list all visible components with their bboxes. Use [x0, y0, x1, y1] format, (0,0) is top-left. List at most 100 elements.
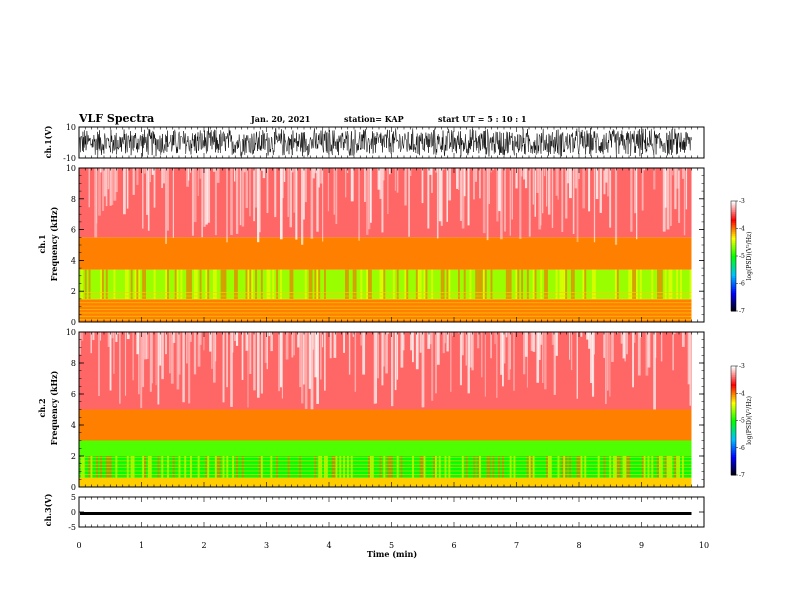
spectrogram-column: [681, 332, 685, 347]
spectrogram-column: [358, 168, 360, 241]
colorbar-step: [731, 455, 736, 458]
spectrogram-column: [662, 168, 666, 232]
y-tick-label: -10: [63, 154, 76, 163]
spectrogram-column: [643, 168, 645, 171]
colorbar-step: [731, 213, 736, 217]
spectrogram-column: [634, 168, 637, 214]
spectrogram-column: [547, 456, 550, 478]
spectrogram-column: [132, 456, 135, 478]
figure-title: VLF Spectra: [78, 112, 154, 125]
spectrogram-column: [658, 456, 661, 478]
spectrogram-column: [387, 456, 390, 478]
spectrogram-column: [473, 168, 475, 200]
y-tick-label: 0: [71, 508, 76, 517]
spectrogram-column: [174, 269, 177, 299]
colorbar-step: [731, 473, 736, 476]
spectrogram-column: [274, 168, 277, 218]
spectrogram-column: [670, 269, 673, 299]
spectrogram-column: [440, 269, 443, 299]
colorbar-step: [731, 217, 736, 220]
colorbar-step: [731, 309, 736, 312]
spectrogram-column: [113, 168, 117, 201]
spectrogram-column: [500, 168, 503, 240]
spectrogram-column: [461, 168, 465, 229]
colorbar-step: [731, 241, 736, 244]
spectrogram-column: [534, 168, 536, 217]
spectrogram-column: [142, 168, 144, 229]
colorbar-step: [731, 303, 736, 306]
colorbar-step: [731, 387, 736, 391]
colorbar-step: [731, 272, 736, 275]
spectrogram-column: [660, 269, 663, 299]
spectrogram-column: [186, 332, 188, 364]
spectrogram-column: [318, 456, 321, 478]
spectrogram-column: [310, 332, 314, 410]
spectrogram-column: [463, 168, 466, 197]
spectrogram-column: [664, 456, 667, 478]
spectrogram-column: [322, 168, 324, 242]
spectrogram-column: [368, 456, 370, 478]
spectrogram-column: [404, 269, 407, 299]
spectrogram-column: [279, 269, 282, 299]
spectrogram-column: [419, 332, 422, 353]
spectrogram-column: [546, 456, 548, 478]
spectrogram-column: [302, 332, 305, 385]
spectrogram-column: [167, 456, 169, 478]
spectrogram-column: [616, 456, 619, 478]
spectrogram-column: [614, 168, 618, 245]
spectrogram-column: [676, 168, 680, 189]
spectrogram-column: [107, 168, 110, 190]
x-tick-label: 3: [264, 541, 269, 550]
spectrogram-column: [302, 168, 305, 220]
colorbar-step: [731, 378, 736, 382]
spectrogram-column: [255, 269, 258, 299]
spectrogram-column: [312, 168, 315, 179]
colorbar-label: log(PSD)(V²/Hz): [746, 232, 753, 281]
spectrogram-column: [325, 456, 328, 478]
spectrogram-column: [299, 332, 302, 388]
spectrogram-column: [546, 269, 548, 299]
spectrogram-column: [310, 168, 314, 239]
spectrogram-column: [255, 168, 257, 208]
colorbar-step: [731, 294, 736, 297]
spectrogram-column: [335, 456, 338, 478]
y-tick-label: 0: [71, 483, 76, 492]
spectrogram-column: [389, 456, 391, 478]
spectrogram-column: [544, 332, 547, 390]
spectrogram-column: [214, 332, 217, 362]
spectrogram-column: [145, 168, 149, 215]
spectrogram-column: [387, 168, 389, 215]
spectrogram-column: [419, 456, 422, 478]
spectrogram-column: [212, 332, 216, 383]
spectrogram-column: [207, 269, 210, 299]
colorbar-step: [731, 305, 736, 308]
spectrogram-column: [320, 332, 322, 380]
spectrogram-column: [109, 332, 112, 391]
spectrogram-column: [161, 168, 163, 189]
colorbar-step: [731, 471, 736, 474]
spectrogram-column: [107, 332, 110, 348]
colorbar-step: [731, 202, 736, 206]
spectrogram-column: [232, 456, 235, 478]
spectrogram-column: [394, 168, 397, 191]
colorbar-step: [731, 283, 736, 286]
spectrogram-column: [201, 168, 203, 238]
spectrogram-column: [235, 456, 238, 478]
spectrogram-column: [205, 269, 208, 299]
spectrogram-column: [193, 269, 196, 299]
spectrogram-column: [88, 168, 90, 208]
spectrogram-column: [190, 269, 192, 299]
spectrogram-column: [586, 332, 589, 340]
spectrogram-column: [126, 168, 129, 209]
spectrogram-column: [308, 269, 311, 299]
spectrogram-column: [448, 168, 452, 201]
spectrogram-column: [490, 168, 492, 173]
spectrogram-column: [467, 332, 470, 394]
spectrogram-column: [588, 332, 591, 349]
spectrogram-column: [599, 168, 602, 213]
spectrogram-column: [226, 168, 228, 243]
spectrogram-column: [230, 168, 233, 236]
colorbar-step: [731, 215, 736, 218]
spectrogram-column: [324, 269, 326, 299]
spectrogram-column: [144, 332, 147, 360]
